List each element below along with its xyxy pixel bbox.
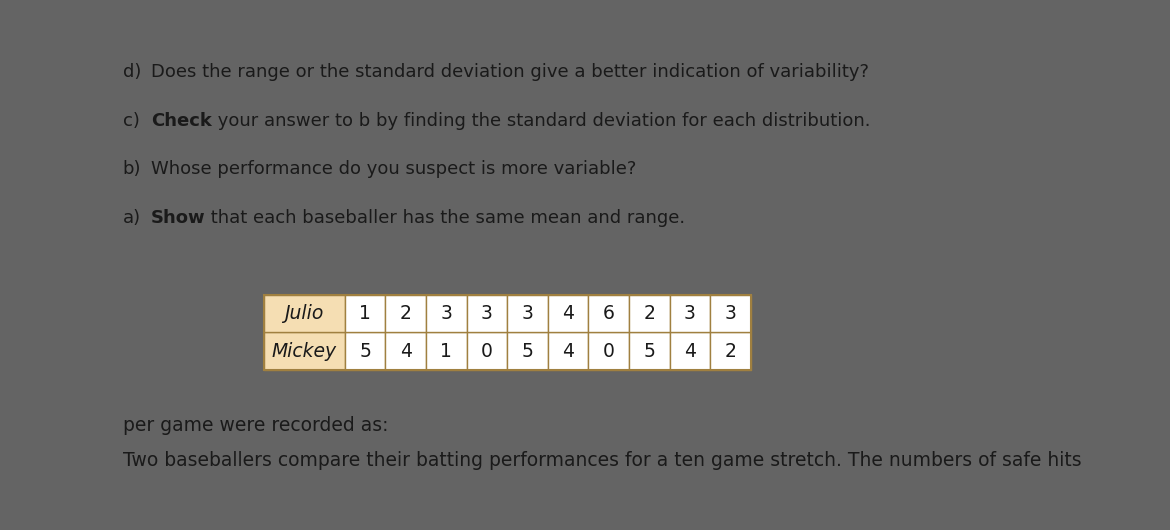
Bar (589, 332, 629, 370)
Text: 5: 5 (644, 342, 655, 360)
Text: 1: 1 (440, 342, 453, 360)
Text: Does the range or the standard deviation give a better indication of variability: Does the range or the standard deviation… (151, 63, 869, 81)
Bar (507, 332, 548, 370)
Text: 3: 3 (481, 304, 493, 323)
Text: Whose performance do you suspect is more variable?: Whose performance do you suspect is more… (151, 160, 636, 178)
Text: Two baseballers compare their batting performances for a ten game stretch. The n: Two baseballers compare their batting pe… (123, 452, 1081, 471)
Text: your answer to b by finding the standard deviation for each distribution.: your answer to b by finding the standard… (212, 112, 870, 130)
Bar (345, 332, 385, 370)
Bar (467, 332, 507, 370)
Text: 0: 0 (481, 342, 493, 360)
Bar (385, 295, 426, 332)
Bar (263, 332, 345, 370)
Bar (507, 295, 548, 332)
Text: 1: 1 (359, 304, 371, 323)
Bar (710, 332, 751, 370)
Text: b): b) (123, 160, 142, 178)
Text: per game were recorded as:: per game were recorded as: (123, 416, 388, 435)
Text: 0: 0 (603, 342, 614, 360)
Text: 4: 4 (400, 342, 412, 360)
Bar (629, 332, 669, 370)
Bar (589, 295, 629, 332)
Text: 3: 3 (684, 304, 696, 323)
Text: Show: Show (151, 209, 206, 227)
Text: 6: 6 (603, 304, 614, 323)
Bar (385, 332, 426, 370)
Text: 4: 4 (684, 342, 696, 360)
Bar (345, 295, 385, 332)
Bar (629, 295, 669, 332)
Text: c): c) (123, 112, 139, 130)
Bar (669, 332, 710, 370)
Text: Mickey: Mickey (271, 342, 337, 360)
Text: 3: 3 (724, 304, 736, 323)
Text: 3: 3 (522, 304, 534, 323)
Text: a): a) (123, 209, 140, 227)
Text: Check: Check (151, 112, 212, 130)
Bar (710, 295, 751, 332)
Bar (426, 295, 467, 332)
Bar (669, 295, 710, 332)
Bar (548, 332, 589, 370)
Text: 2: 2 (644, 304, 655, 323)
Text: that each baseballer has the same mean and range.: that each baseballer has the same mean a… (206, 209, 686, 227)
Text: 3: 3 (440, 304, 453, 323)
Text: 5: 5 (522, 342, 534, 360)
Text: 5: 5 (359, 342, 371, 360)
Bar (263, 295, 345, 332)
Bar (263, 295, 751, 370)
Text: 4: 4 (562, 342, 574, 360)
Bar (467, 295, 507, 332)
Text: Julio: Julio (284, 304, 324, 323)
Text: 2: 2 (724, 342, 736, 360)
Bar (426, 332, 467, 370)
Text: 4: 4 (562, 304, 574, 323)
Text: 2: 2 (400, 304, 412, 323)
Bar (548, 295, 589, 332)
Text: d): d) (123, 63, 140, 81)
